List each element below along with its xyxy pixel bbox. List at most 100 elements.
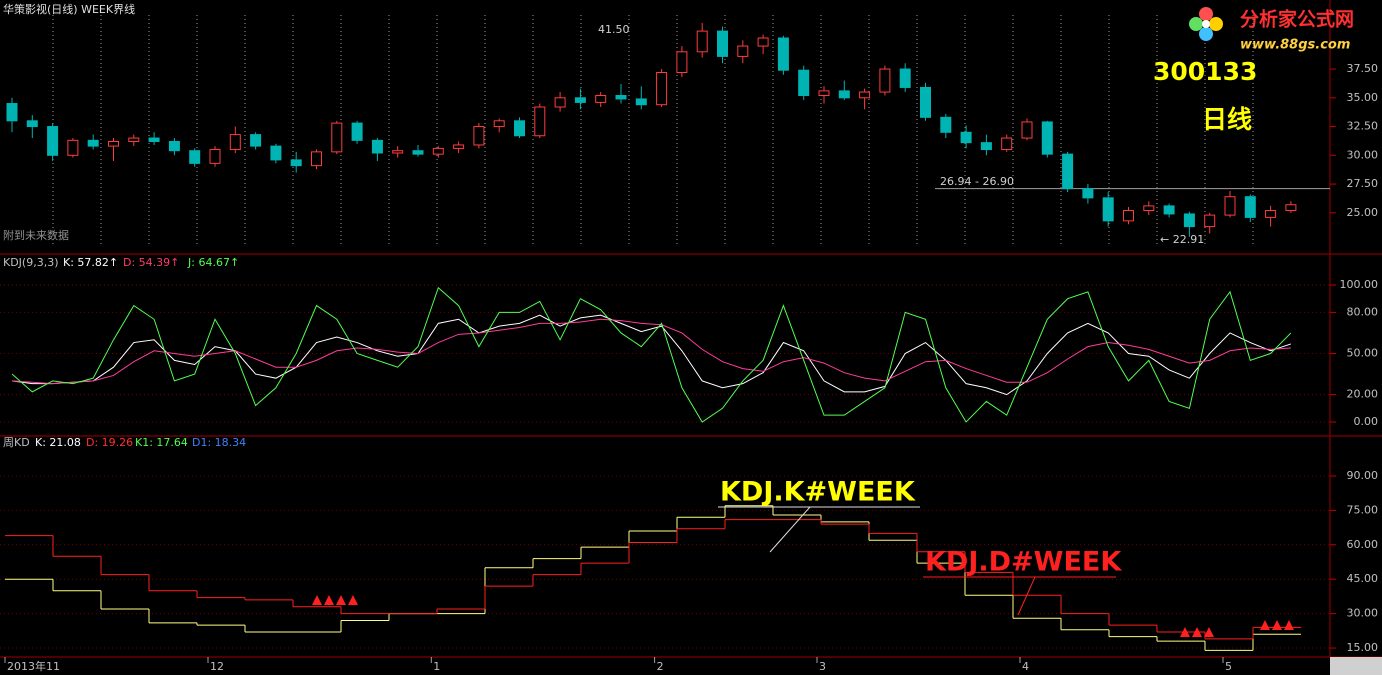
candle-body [737,45,749,57]
candle-body [229,134,241,151]
annotation: KDJ.K#WEEK [720,477,916,508]
y-tick-label: 75.00 [1347,503,1379,516]
candle-body [1244,196,1256,218]
candle-body [879,68,891,93]
x-tick-label: 1 [433,660,440,673]
candle-body [838,90,850,99]
candle-body [87,139,99,147]
candle-body [1102,197,1114,222]
annotation-pointer [769,506,811,553]
y-tick-label: 0.00 [1354,415,1379,428]
logo-petal [1199,7,1213,21]
x-tick-label: 12 [210,660,224,673]
series-line [11,318,1291,385]
series-line [11,286,1292,423]
candle-body [1123,210,1134,222]
candle-body [108,141,119,147]
candle-body [290,159,302,167]
logo-center [1202,20,1210,28]
candle-body [128,137,140,143]
note: 附到未来数据 [3,228,69,242]
signal-arrows [312,595,1294,637]
chart-title: 华策影视(日线) WEEK界线 [3,2,135,16]
candle-body [311,151,322,167]
candle-body [777,37,789,71]
y-tick-label: 35.00 [1347,91,1379,104]
legend-entry: J: 64.67↑ [187,256,239,269]
x-tick-label: 3 [819,660,826,673]
candle-body [493,120,505,128]
candle-body [351,122,363,141]
candle-body [432,147,444,155]
candle-body [168,141,180,152]
logo-petal [1209,17,1223,31]
candle-body [67,139,79,156]
candle-body [554,97,566,108]
candle-body [980,142,992,151]
candle-body [574,97,586,103]
y-tick-label: 30.00 [1347,607,1379,620]
y-tick-label: 27.50 [1347,177,1379,190]
candle-body [635,98,647,106]
panel-title: 周KD [3,436,30,449]
series-line [11,314,1292,396]
candle-body [1062,153,1074,190]
candle-body [189,150,201,164]
y-tick-label: 50.00 [1347,347,1379,360]
candle-body [717,30,728,57]
candle-body [920,86,931,118]
candle-body [331,122,343,153]
y-tick-label: 20.00 [1347,388,1379,401]
annotation: 41.50 [598,23,630,36]
signal-arrow [312,595,358,605]
candle-body [148,137,160,143]
y-tick-label: 37.50 [1347,62,1379,75]
stock-code: 300133 [1153,57,1257,86]
candle-body [1001,137,1013,151]
legend-entry: K: 21.08 [35,436,81,449]
y-tick-label: 45.00 [1347,572,1379,585]
y-tick-label: 25.00 [1347,206,1379,219]
legend-entry: D: 54.39↑ [123,256,179,269]
candle-body [1041,121,1053,155]
x-tick-label: 4 [1022,660,1029,673]
logo: 分析家公式网 www.88gs.com [1189,7,1354,53]
candle-body [209,149,221,164]
candle-body [757,37,769,47]
candle-body [595,95,607,103]
candle-body [798,69,810,96]
y-tick-label: 80.00 [1347,305,1379,318]
annotation: 26.94 - 26.90 [940,175,1014,188]
logo-url: www.88gs.com [1240,38,1350,53]
candle-body [615,95,627,100]
candle-body [473,126,485,146]
candle-body [412,150,424,155]
candle-body [1224,196,1236,216]
candle-body [960,131,972,144]
candle-body [1143,205,1155,211]
y-tick-label: 32.50 [1347,120,1379,133]
x-tick-label: 2 [657,660,664,673]
annotation-pointer [1017,576,1036,616]
candle-body [696,30,708,53]
candle-body [1021,121,1033,139]
y-tick-label: 15.00 [1347,641,1379,654]
annotation: ← 22.91 [1160,233,1204,246]
signal-arrow [1180,627,1214,637]
y-tick-label: 30.00 [1347,148,1379,161]
candle-body [534,106,546,137]
x-tick-label: 2013年11 [7,659,60,673]
candle-body [859,91,871,99]
stock-period: 日线 [1202,105,1252,134]
candle-body [371,139,383,154]
candle-body [676,51,688,73]
readout: D1: 18.34 [192,436,246,449]
corner-box [1330,657,1382,675]
candle-body [392,150,404,154]
candle-body [940,116,952,133]
x-tick-label: 5 [1225,660,1232,673]
candle-body [1082,188,1094,199]
candle-body [1163,205,1175,215]
